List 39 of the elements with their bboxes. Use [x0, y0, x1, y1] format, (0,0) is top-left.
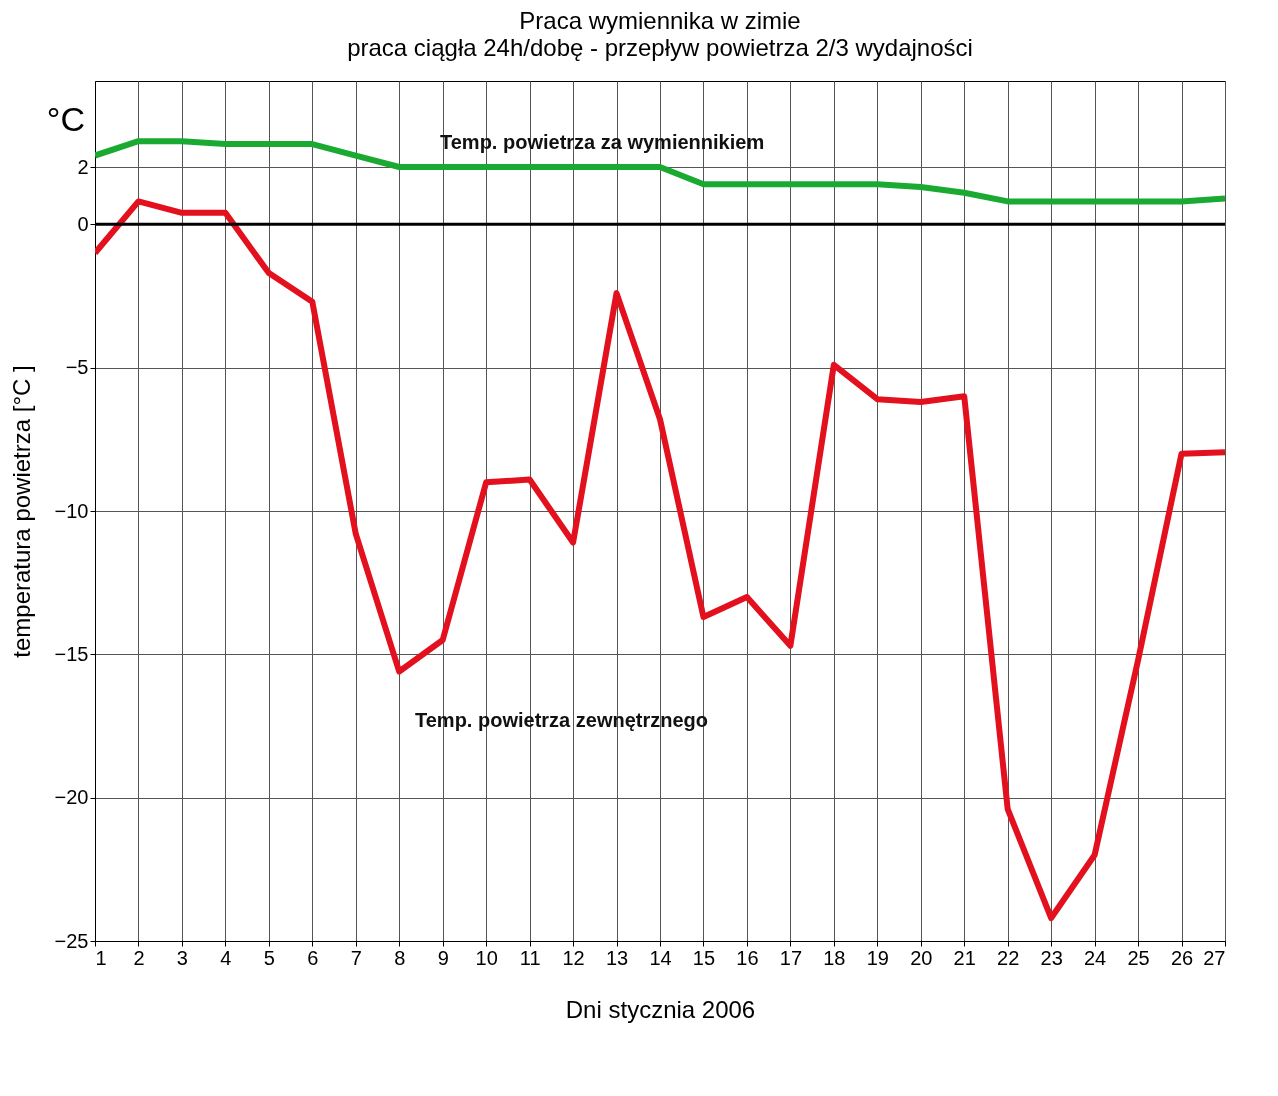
- x-tick-label: 6: [307, 946, 319, 969]
- y-tick-label: 0: [77, 212, 89, 235]
- text: °C: [46, 100, 85, 138]
- x-tick-label: 14: [649, 946, 672, 969]
- x-tick-label: 11: [519, 946, 541, 969]
- x-tick-label: 24: [1083, 946, 1107, 969]
- y-tick-label: −20: [54, 786, 89, 809]
- y-tick-label: −10: [54, 499, 89, 522]
- y-tick-label: 2: [77, 155, 89, 178]
- y-tick-label: −5: [65, 356, 89, 379]
- x-tick-label: 2: [133, 946, 145, 969]
- x-tick-label: 20: [910, 946, 933, 969]
- chart-title: Praca wymiennika w zimie: [519, 7, 801, 34]
- chart-subtitle: praca ciągła 24h/dobę - przepływ powietrza 2/3 wydajności: [347, 34, 973, 61]
- y-axis-title: temperatura powietrza [°C ]: [7, 365, 35, 658]
- x-tick-label: 9: [437, 946, 449, 969]
- x-tick-label: 16: [736, 946, 759, 969]
- y-tick-label: −25: [54, 929, 89, 952]
- x-tick-label: 15: [692, 946, 716, 969]
- x-tick-label: 25: [1127, 946, 1150, 969]
- x-tick-label: 23: [1040, 946, 1063, 969]
- x-tick-label: 17: [779, 946, 803, 969]
- x-tick-label: 13: [605, 946, 629, 969]
- y-tick-label: −15: [54, 642, 89, 665]
- x-tick-label: 12: [562, 946, 585, 969]
- x-tick-label: 5: [263, 946, 275, 969]
- x-tick-label: 1: [95, 946, 107, 969]
- x-tick-label: 21: [953, 946, 976, 969]
- x-axis-title: Dni stycznia 2006: [565, 995, 756, 1023]
- x-tick-label: 18: [823, 946, 846, 969]
- x-tick-label: 26: [1170, 946, 1194, 969]
- x-tick-label: 10: [475, 946, 498, 969]
- x-tick-label: 7: [350, 946, 362, 969]
- x-tick-label: 27: [1203, 946, 1226, 969]
- x-tick-label: 19: [866, 946, 889, 969]
- x-tick-label: 8: [394, 946, 406, 969]
- x-tick-label: 4: [220, 946, 232, 969]
- x-tick-label: 3: [176, 946, 188, 969]
- x-tick-label: 22: [997, 946, 1020, 969]
